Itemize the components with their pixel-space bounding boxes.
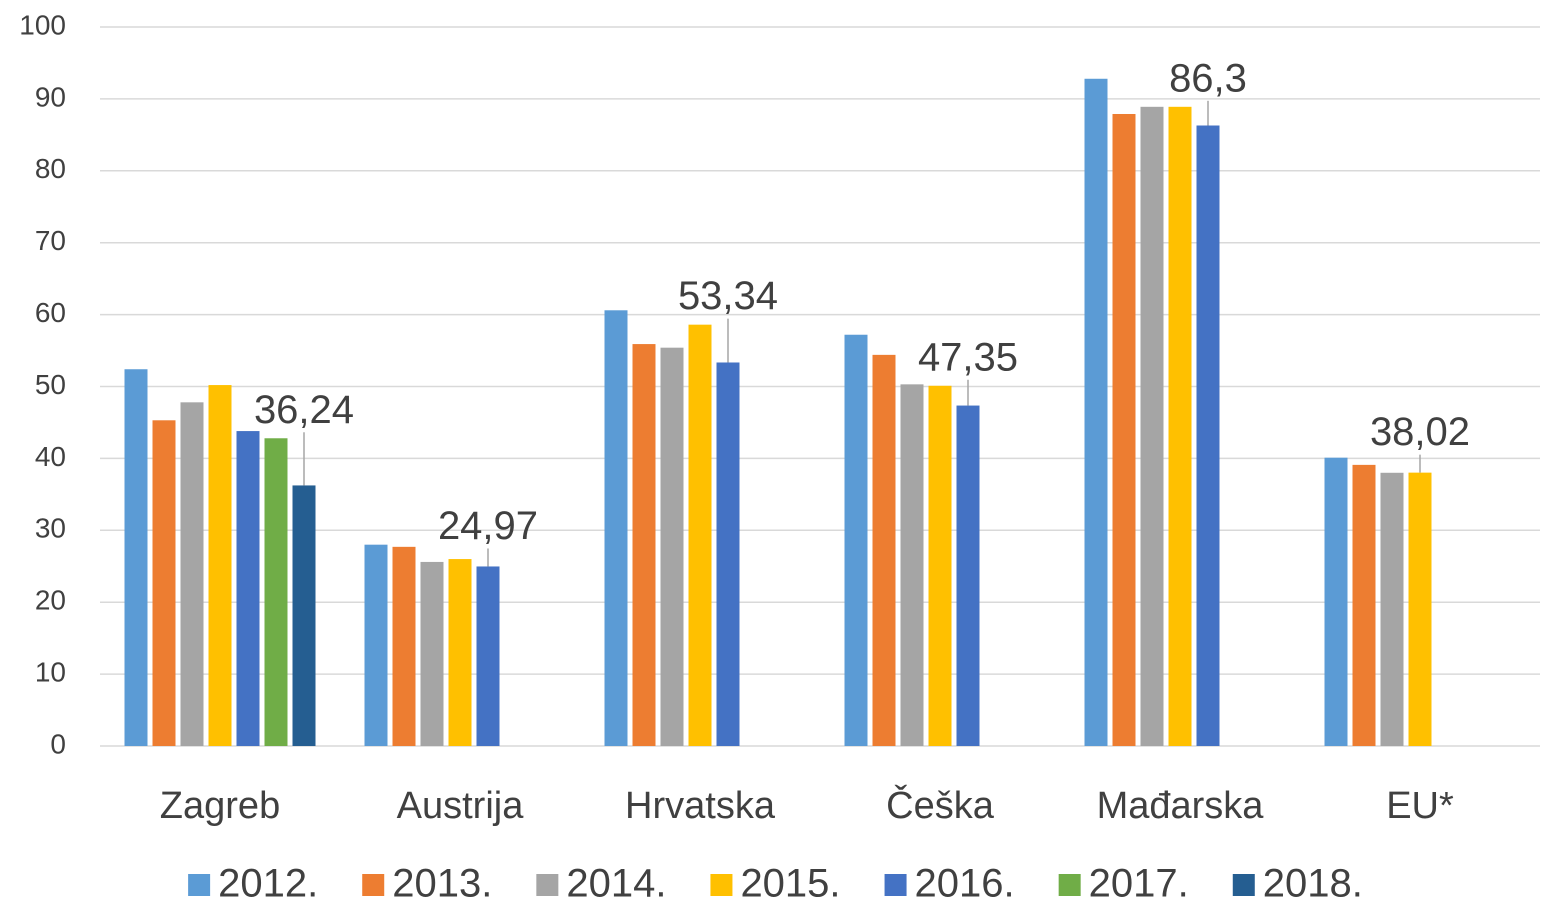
bar [844, 334, 868, 746]
y-tick-label: 0 [50, 728, 66, 759]
y-tick-label: 30 [35, 513, 66, 544]
bar [152, 420, 176, 746]
bar [208, 385, 232, 746]
data-label: 36,24 [254, 388, 354, 432]
data-label: 47,35 [918, 335, 1018, 379]
y-tick-label: 20 [35, 585, 66, 616]
y-tick-label: 80 [35, 153, 66, 184]
bar [1084, 78, 1108, 746]
y-tick-label: 10 [35, 656, 66, 687]
data-label: 53,34 [678, 274, 778, 318]
bar [236, 431, 260, 746]
bar [420, 561, 444, 746]
x-tick-label: Hrvatska [625, 785, 776, 827]
bar [364, 544, 388, 746]
bar [1112, 113, 1136, 746]
bar [1408, 472, 1432, 746]
y-tick-label: 40 [35, 441, 66, 472]
data-label: 24,97 [438, 504, 538, 548]
bar [392, 546, 416, 746]
bar [872, 354, 896, 746]
bar [716, 362, 740, 746]
bar [660, 347, 684, 746]
legend-label: 2014. [566, 862, 666, 906]
y-tick-label: 60 [35, 297, 66, 328]
bar [928, 385, 952, 746]
legend-label: 2013. [392, 862, 492, 906]
legend-swatch [362, 874, 385, 896]
bar [476, 566, 500, 746]
data-label: 86,3 [1169, 56, 1247, 100]
bar [1352, 464, 1376, 746]
bar [124, 369, 148, 746]
x-tick-label: EU* [1386, 785, 1454, 827]
x-tick-label: Češka [886, 783, 995, 827]
y-tick-label: 70 [35, 225, 66, 256]
bar [956, 405, 980, 746]
y-tick-label: 90 [35, 81, 66, 112]
legend-swatch [884, 874, 907, 896]
bar [688, 324, 712, 746]
bar [604, 310, 628, 746]
bar [292, 485, 316, 746]
bar [180, 402, 204, 746]
legend-swatch [1232, 874, 1255, 896]
bar [900, 384, 924, 746]
x-tick-label: Zagreb [160, 785, 280, 827]
legend-label: 2016. [915, 862, 1015, 906]
x-tick-label: Austrija [397, 785, 525, 827]
bar [632, 344, 656, 746]
y-tick-label: 50 [35, 369, 66, 400]
legend-swatch [1058, 874, 1081, 896]
legend-swatch [710, 874, 733, 896]
legend-label: 2018. [1263, 862, 1363, 906]
legend-label: 2012. [218, 862, 318, 906]
legend-label: 2015. [740, 862, 840, 906]
bar [1324, 457, 1348, 746]
legend-swatch [188, 874, 211, 896]
bar [1196, 125, 1220, 747]
bar [1380, 472, 1404, 746]
bar [1168, 106, 1192, 746]
bar [264, 438, 288, 746]
bar [448, 559, 472, 746]
bar [1140, 106, 1164, 746]
y-tick-label: 100 [19, 9, 66, 40]
x-tick-label: Mađarska [1097, 785, 1265, 827]
data-label: 38,02 [1370, 410, 1470, 454]
legend-label: 2017. [1089, 862, 1189, 906]
legend-swatch [536, 874, 559, 896]
